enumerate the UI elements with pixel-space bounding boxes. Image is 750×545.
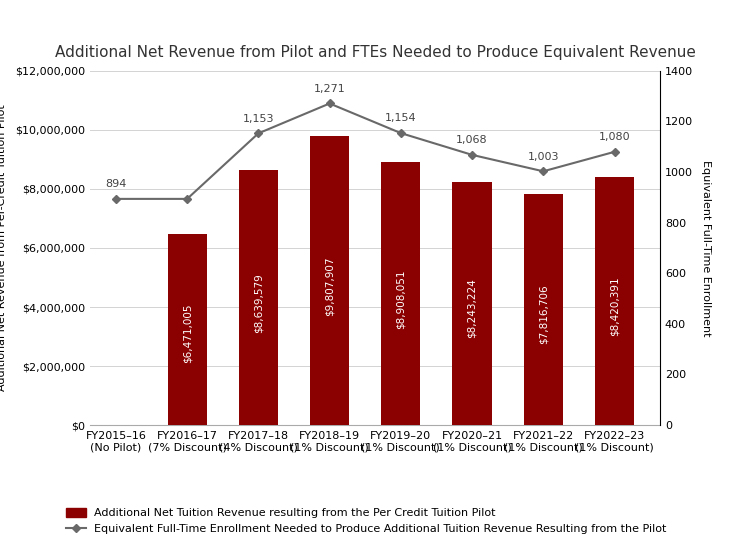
- Text: $8,908,051: $8,908,051: [396, 269, 406, 329]
- Text: $9,807,907: $9,807,907: [325, 256, 334, 316]
- Y-axis label: Additional Net Revenue from Per-Credit Tuition Pilot: Additional Net Revenue from Per-Credit T…: [0, 105, 7, 391]
- Text: 1,271: 1,271: [314, 84, 346, 94]
- Text: $8,420,391: $8,420,391: [610, 276, 620, 336]
- Bar: [524, 195, 562, 425]
- Text: 1,080: 1,080: [598, 132, 630, 142]
- Bar: [310, 136, 350, 425]
- Title: Additional Net Revenue from Pilot and FTEs Needed to Produce Equivalent Revenue: Additional Net Revenue from Pilot and FT…: [55, 45, 695, 60]
- Text: 894: 894: [105, 179, 127, 189]
- Text: 1,068: 1,068: [456, 135, 488, 145]
- Bar: [167, 234, 207, 425]
- Bar: [452, 181, 492, 425]
- Text: $7,816,706: $7,816,706: [538, 284, 548, 344]
- Text: $8,639,579: $8,639,579: [254, 273, 263, 332]
- Text: 1,153: 1,153: [242, 113, 274, 124]
- Bar: [595, 177, 634, 425]
- Text: $6,471,005: $6,471,005: [182, 304, 192, 363]
- Text: $8,243,224: $8,243,224: [467, 278, 477, 338]
- Y-axis label: Equivalent Full-Time Enrollment: Equivalent Full-Time Enrollment: [701, 160, 711, 336]
- Bar: [381, 162, 421, 425]
- Text: 1,003: 1,003: [527, 152, 559, 161]
- Text: 1,154: 1,154: [385, 113, 417, 123]
- Legend: Additional Net Tuition Revenue resulting from the Per Credit Tuition Pilot, Equi: Additional Net Tuition Revenue resulting…: [65, 507, 667, 534]
- Bar: [238, 170, 278, 425]
